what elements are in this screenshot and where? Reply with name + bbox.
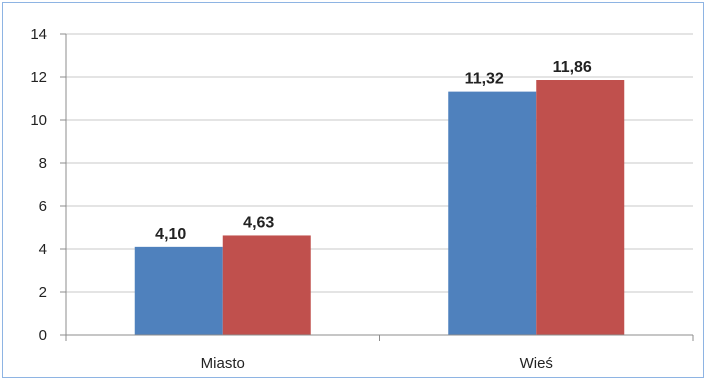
- y-tick-label: 8: [39, 155, 47, 172]
- x-tick-label: Miasto: [201, 355, 245, 372]
- y-tick-label: 0: [39, 327, 47, 344]
- y-tick-label: 4: [39, 241, 47, 258]
- y-tick-label: 6: [39, 198, 47, 215]
- bar: [222, 235, 311, 335]
- bar: [134, 246, 223, 335]
- y-tick-label: 14: [30, 26, 47, 43]
- bars: [134, 80, 625, 336]
- y-tick-labels: 0 2 4 6 8 10 12 14: [30, 26, 47, 344]
- y-tick-label: 2: [39, 284, 47, 301]
- bar: [536, 80, 625, 335]
- data-labels: 4,10 4,63 11,32 11,86: [155, 59, 592, 243]
- x-tick-labels: Miasto Wieś: [201, 355, 553, 372]
- data-label: 11,32: [465, 71, 504, 88]
- x-tick-label: Wieś: [520, 355, 553, 372]
- data-label: 4,63: [243, 214, 274, 231]
- axes: [60, 33, 694, 341]
- bar: [448, 91, 537, 336]
- y-tick-label: 10: [30, 112, 47, 129]
- data-label: 11,86: [553, 59, 592, 76]
- y-tick-label: 12: [30, 69, 47, 86]
- data-label: 4,10: [155, 226, 186, 243]
